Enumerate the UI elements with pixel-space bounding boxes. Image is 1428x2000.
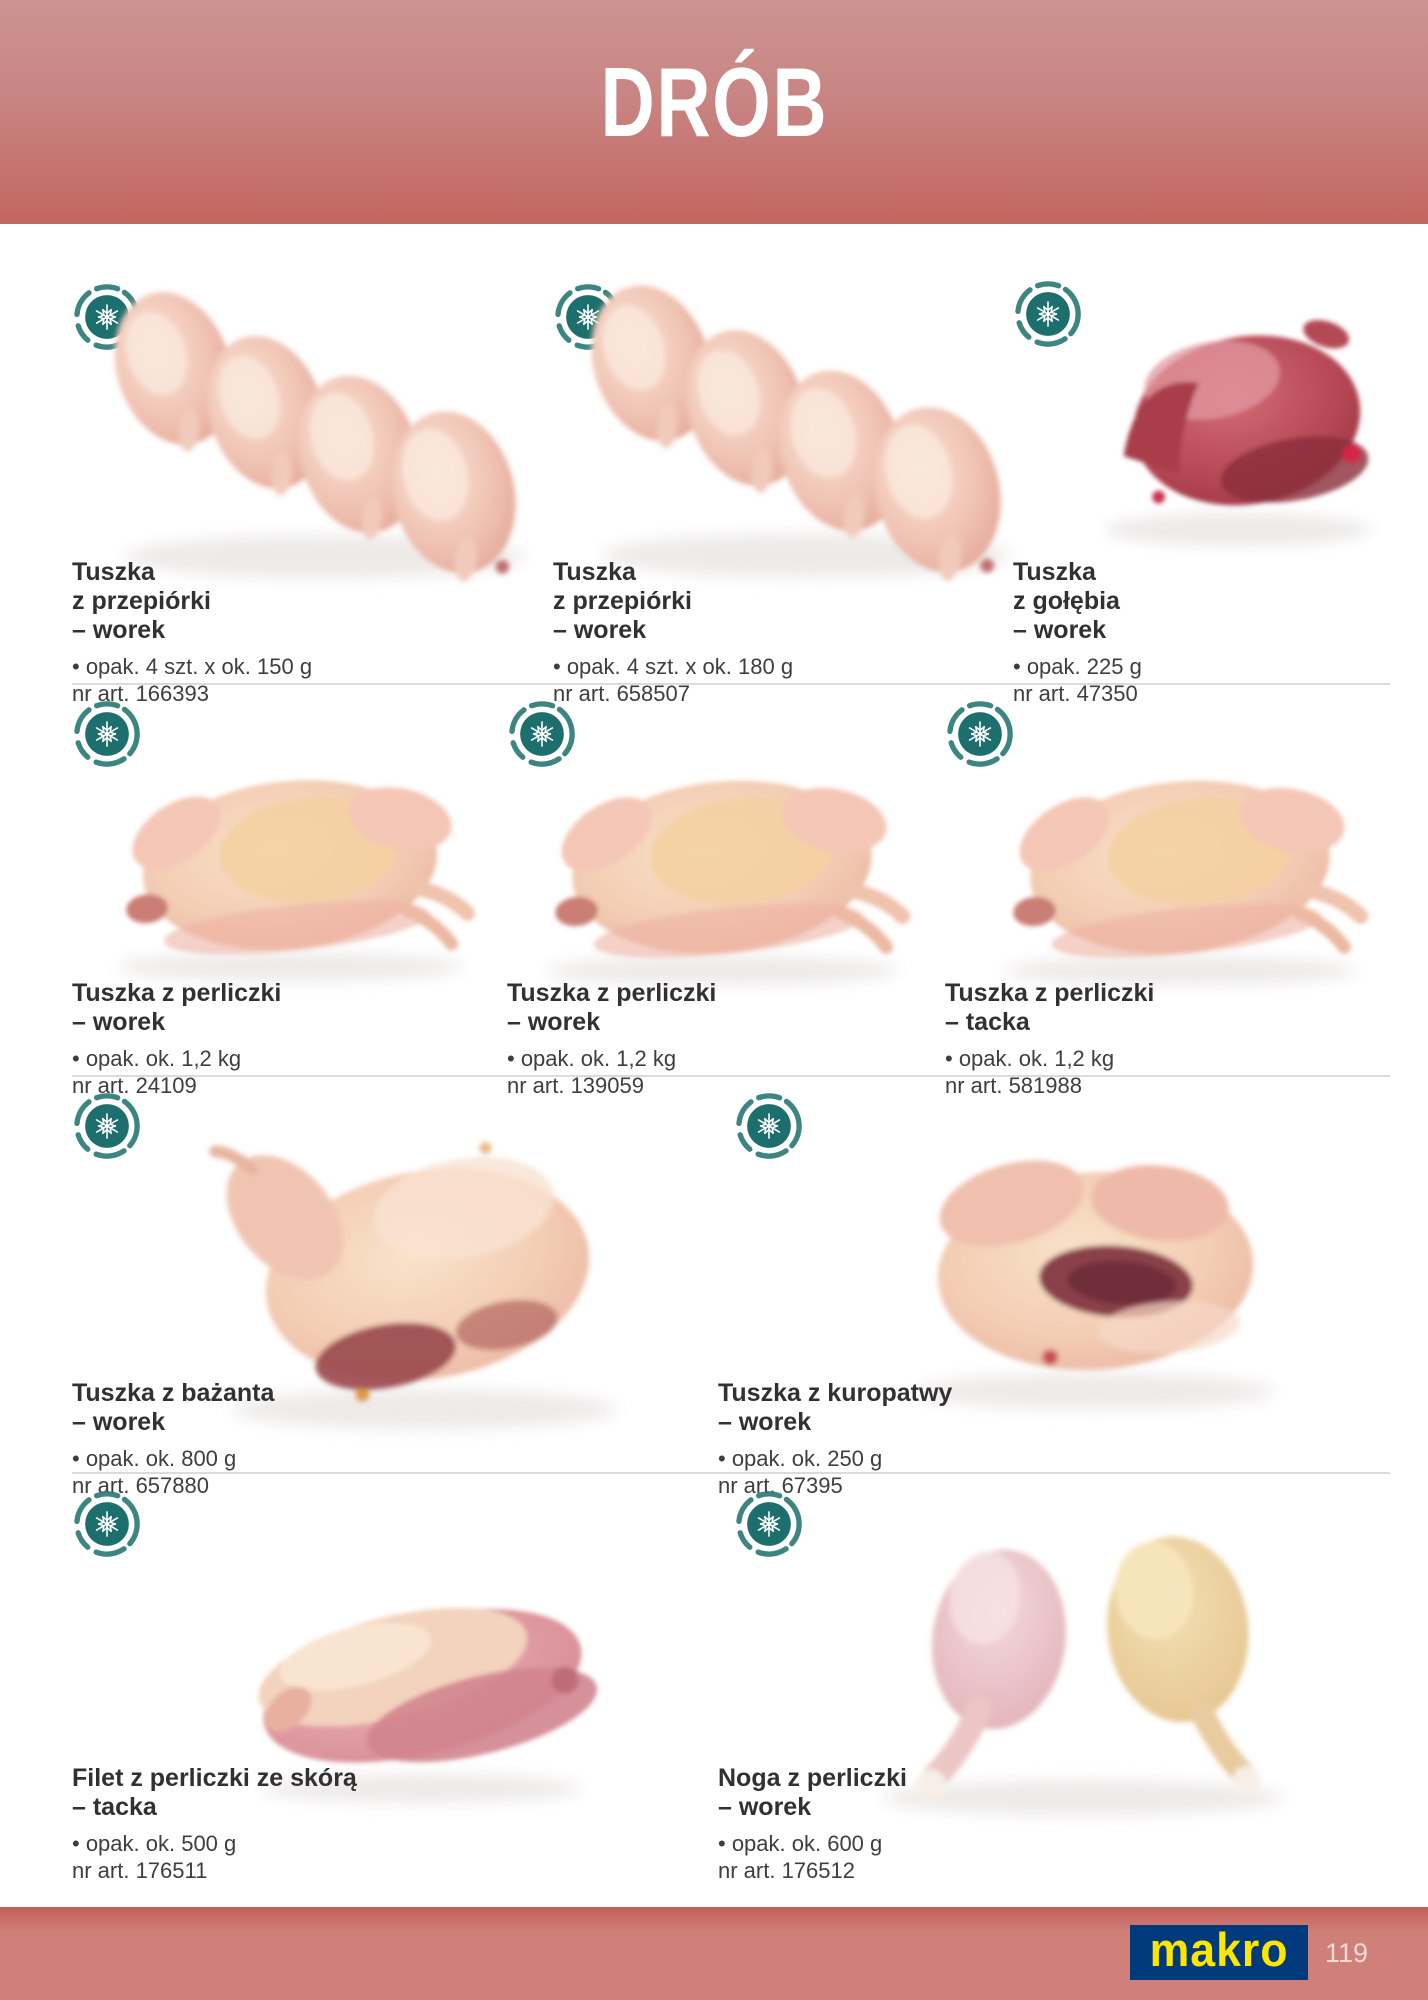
product-title: Noga z perliczki – worek [718,1764,907,1821]
product-pack-size: • opak. ok. 250 g [718,1446,883,1471]
product-photo-guinea-fowl [975,741,1385,993]
product-card: Tuszka z przepiórki – worek • opak. 4 szt.… [553,224,983,706]
frozen-product-badge-icon [734,1091,804,1161]
product-article-number: nr art. 658507 [553,681,690,706]
product-card: Tuszka z perliczki – tacka • opak. ok. 1,… [945,683,1390,1098]
product-info: Tuszka z bażanta – worek • opak. ok. 800 … [72,1379,392,1499]
product-article-number: nr art. 581988 [945,1073,1082,1098]
product-info: Tuszka z perliczki – worek • opak. ok. 1,… [72,979,502,1099]
page-number: 119 [1324,1938,1368,1968]
row-divider [72,683,1390,685]
frozen-product-badge-icon [734,1489,804,1559]
makro-logo: makro [1130,1923,1308,1980]
product-title: Tuszka z bażanta – worek [72,1379,275,1436]
product-pack-size: • opak. ok. 1,2 kg [945,1046,1115,1071]
product-card: Tuszka z bażanta – worek • opak. ok. 800 … [72,1075,672,1498]
product-title: Filet z perliczki ze skórą – tacka [72,1764,357,1821]
product-pack-size: • opak. ok. 800 g [72,1446,237,1471]
product-info: Filet z perliczki ze skórą – tacka • opak… [72,1764,432,1884]
product-article-number: nr art. 24109 [72,1073,197,1098]
product-title: Tuszka z przepiórki – worek [72,558,211,644]
product-info: Noga z perliczki – worek • opak. ok. 600 … [718,1764,1058,1884]
product-title: Tuszka z perliczki – worek [72,979,282,1036]
product-pack-size: • opak. 4 szt. x ok. 180 g [553,654,794,679]
product-photo-guinea-fowl [517,741,927,993]
product-title: Tuszka z gołębia – worek [1013,558,1120,644]
row-divider [72,1075,1390,1077]
product-title: Tuszka z perliczki – tacka [945,979,1155,1036]
frozen-product-badge-icon [72,1489,142,1559]
product-photo-partridge [868,1113,1323,1419]
product-photo-pigeon [1083,280,1393,564]
product-card: Tuszka z perliczki – worek • opak. ok. 1,… [507,683,937,1098]
frozen-product-badge-icon [1013,279,1083,349]
product-pack-size: • opak. 225 g [1013,654,1142,679]
product-pack-size: • opak. ok. 500 g [72,1831,237,1856]
product-photo-quail-bag [90,266,550,588]
product-photo-quail-bag [567,248,1035,598]
product-title: Tuszka z przepiórki – worek [553,558,692,644]
frozen-product-badge-icon [72,1091,142,1161]
product-card: Tuszka z perliczki – worek • opak. ok. 1,… [72,683,502,1098]
row-divider [72,1472,1390,1474]
product-title: Tuszka z kuropatwy – worek [718,1379,953,1436]
product-pack-size: • opak. ok. 1,2 kg [72,1046,242,1071]
product-article-number: nr art. 166393 [72,681,209,706]
product-card: Noga z perliczki – worek • opak. ok. 600 … [718,1472,1390,1907]
product-article-number: nr art. 176512 [718,1858,855,1883]
product-info: Tuszka z przepiórki – worek • opak. 4 szt.… [553,558,983,707]
product-article-number: nr art. 47350 [1013,681,1138,706]
page-header: DRÓB [0,0,1428,224]
product-info: Tuszka z gołębia – worek • opak. 225 g nr … [1013,558,1390,707]
product-card: Filet z perliczki ze skórą – tacka • opak… [72,1472,672,1907]
page-footer: makro 119 [0,1907,1428,2000]
product-pack-size: • opak. ok. 1,2 kg [507,1046,677,1071]
page-title: DRÓB [600,46,828,158]
product-info: Tuszka z perliczki – worek • opak. ok. 1,… [507,979,937,1099]
product-title: Tuszka z perliczki – worek [507,979,717,1036]
product-card: Tuszka z przepiórki – worek • opak. 4 szt.… [72,224,502,706]
product-photo-guinea-fowl [90,741,490,989]
product-article-number: nr art. 139059 [507,1073,644,1098]
product-info: Tuszka z perliczki – tacka • opak. ok. 1,… [945,979,1390,1099]
product-article-number: nr art. 176511 [72,1858,208,1883]
makro-logo-text: makro [1149,1923,1289,1976]
product-card: Tuszka z gołębia – worek • opak. 225 g nr … [1013,224,1393,706]
product-card: Tuszka z kuropatwy – worek • opak. ok. 25… [718,1075,1390,1498]
product-pack-size: • opak. ok. 600 g [718,1831,883,1856]
product-info: Tuszka z przepiórki – worek • opak. 4 szt.… [72,558,502,707]
product-pack-size: • opak. 4 szt. x ok. 150 g [72,654,313,679]
